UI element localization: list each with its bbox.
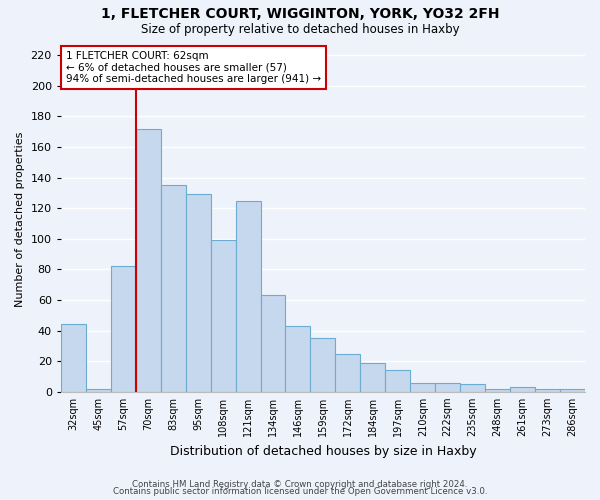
Text: Contains public sector information licensed under the Open Government Licence v3: Contains public sector information licen… <box>113 487 487 496</box>
Bar <box>260 296 286 392</box>
Bar <box>560 388 585 392</box>
Bar <box>286 326 310 392</box>
Bar <box>361 362 385 392</box>
Bar <box>510 387 535 392</box>
Bar <box>485 388 510 392</box>
Y-axis label: Number of detached properties: Number of detached properties <box>15 132 25 308</box>
Text: 1 FLETCHER COURT: 62sqm
← 6% of detached houses are smaller (57)
94% of semi-det: 1 FLETCHER COURT: 62sqm ← 6% of detached… <box>66 51 321 84</box>
Bar <box>86 388 111 392</box>
Bar <box>535 388 560 392</box>
Bar <box>161 185 185 392</box>
Bar <box>460 384 485 392</box>
Bar <box>185 194 211 392</box>
Bar <box>310 338 335 392</box>
Bar <box>385 370 410 392</box>
X-axis label: Distribution of detached houses by size in Haxby: Distribution of detached houses by size … <box>170 444 476 458</box>
Bar <box>435 382 460 392</box>
Bar <box>236 200 260 392</box>
Bar <box>211 240 236 392</box>
Text: Size of property relative to detached houses in Haxby: Size of property relative to detached ho… <box>140 22 460 36</box>
Bar <box>111 266 136 392</box>
Bar <box>136 128 161 392</box>
Text: 1, FLETCHER COURT, WIGGINTON, YORK, YO32 2FH: 1, FLETCHER COURT, WIGGINTON, YORK, YO32… <box>101 8 499 22</box>
Bar <box>61 324 86 392</box>
Bar <box>410 382 435 392</box>
Text: Contains HM Land Registry data © Crown copyright and database right 2024.: Contains HM Land Registry data © Crown c… <box>132 480 468 489</box>
Bar <box>335 354 361 392</box>
